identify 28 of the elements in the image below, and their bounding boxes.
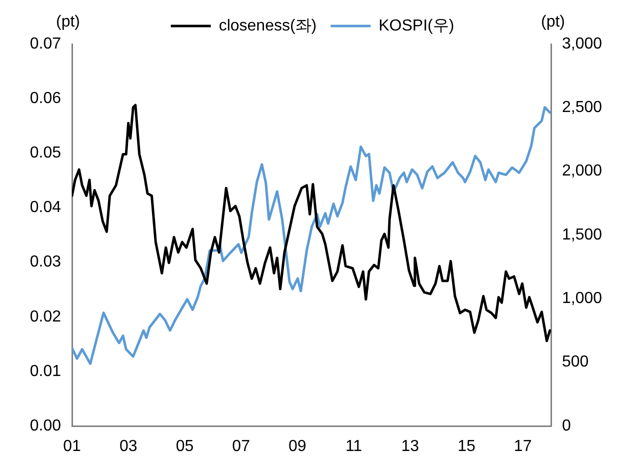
y-tick-label: 0.05 <box>30 144 62 162</box>
x-tick-label: 09 <box>288 438 306 456</box>
y2-tick-label: 2,000 <box>562 162 602 180</box>
y-tick-label: 0.02 <box>30 308 62 326</box>
x-tick-label: 15 <box>458 438 476 456</box>
x-tick-label: 05 <box>176 438 194 456</box>
x-tick-label: 03 <box>119 438 138 456</box>
y2-tick-label: 1,000 <box>562 290 602 308</box>
y-tick-label: 0.07 <box>30 35 62 52</box>
x-tick-label: 01 <box>63 438 81 456</box>
y2-axis-title: (pt) <box>541 13 565 30</box>
y2-tick-label: 0 <box>562 417 571 434</box>
y-tick-label: 0.06 <box>30 90 62 107</box>
y-tick-label: 0.04 <box>30 199 62 216</box>
y-axis-title: (pt) <box>56 13 80 30</box>
y2-tick-label: 3,000 <box>562 35 602 52</box>
y2-tick-label: 500 <box>562 354 589 371</box>
x-tick-label: 07 <box>232 438 250 456</box>
y-tick-label: 0.00 <box>30 417 62 434</box>
x-tick-label: 17 <box>514 438 532 456</box>
y2-tick-label: 1,500 <box>562 226 602 244</box>
legend-label: KOSPI(우) <box>378 17 454 34</box>
y-tick-label: 0.01 <box>30 362 62 380</box>
x-tick-label: 11 <box>345 438 362 456</box>
x-tick-label: 13 <box>401 438 420 456</box>
y2-tick-label: 2,500 <box>562 99 602 116</box>
y-tick-label: 0.03 <box>30 254 62 271</box>
legend-label: closeness(좌) <box>218 17 317 34</box>
